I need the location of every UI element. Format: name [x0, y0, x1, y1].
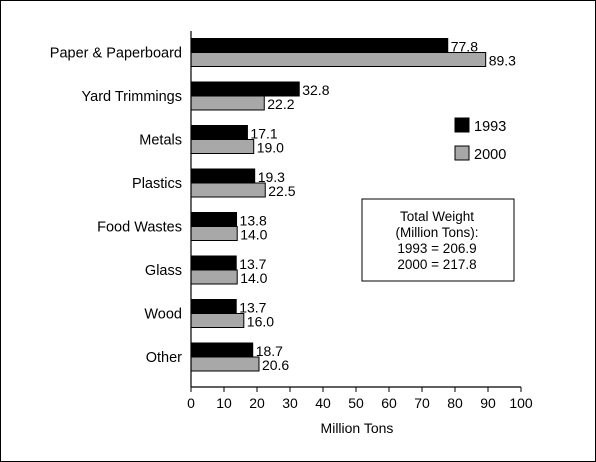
legend-label-2000: 2000	[474, 147, 506, 163]
bar-1993	[190, 212, 238, 227]
x-axis: 0 10 20 30 40 50 60 70 80 90 100	[187, 31, 533, 411]
data-label-1993: 18.7	[256, 343, 283, 359]
data-label-2000: 22.2	[267, 96, 294, 112]
annotation-line-1: Total Weight	[400, 209, 474, 224]
x-axis-label: Million Tons	[321, 420, 394, 436]
bar-2000	[190, 182, 266, 198]
category-label: Other	[146, 350, 182, 366]
bar-2000	[190, 226, 238, 241]
data-label-2000: 19.0	[257, 140, 284, 156]
bar-1993	[190, 168, 256, 184]
category-label: Food Wastes	[97, 220, 182, 236]
category-label: Yard Trimmings	[82, 89, 182, 105]
data-label-1993: 13.7	[239, 300, 266, 316]
x-tick-label: 100	[509, 395, 533, 411]
annotation-border	[361, 198, 515, 282]
data-label-2000: 14.0	[240, 270, 267, 286]
data-label-2000: 14.0	[240, 227, 267, 243]
x-tick-label: 50	[348, 395, 364, 411]
x-tick-label: 10	[216, 395, 232, 411]
legend-swatch-1993	[454, 117, 470, 133]
legend: 1993 2000	[454, 117, 506, 163]
data-label-1993: 77.8	[451, 39, 478, 55]
x-tick-label: 80	[447, 395, 463, 411]
x-tick-label: 0	[187, 395, 195, 411]
x-tick-label: 20	[249, 395, 265, 411]
bar-2000	[190, 356, 260, 372]
x-tick-label: 30	[282, 395, 298, 411]
x-tick-label: 60	[381, 395, 397, 411]
legend-swatch-2000	[454, 145, 470, 161]
annotation-box: Total Weight (Million Tons): 1993 = 206.…	[361, 198, 515, 282]
data-label-2000: 89.3	[489, 53, 516, 69]
bar-1993	[190, 81, 300, 97]
x-tick-label: 90	[480, 395, 496, 411]
bar-2000	[190, 95, 265, 111]
bar-1993	[190, 255, 237, 271]
category-label: Paper & Paperboard	[50, 46, 182, 62]
bar-1993	[190, 342, 254, 358]
data-label-1993: 17.1	[250, 126, 277, 142]
data-label-1993: 13.7	[239, 256, 266, 272]
category-label: Plastics	[132, 176, 182, 192]
annotation-line-2: (Million Tons):	[395, 225, 478, 240]
data-label-2000: 20.6	[262, 357, 289, 373]
bar-1993	[190, 299, 237, 314]
data-label-1993: 32.8	[302, 82, 329, 98]
x-tick-label: 70	[414, 395, 430, 411]
bar-2000	[190, 139, 255, 154]
category-label: Wood	[144, 307, 182, 323]
data-label-2000: 16.0	[247, 314, 274, 330]
annotation-line-3: 1993 = 206.9	[397, 241, 476, 256]
category-label: Glass	[145, 263, 182, 279]
bar-2000	[190, 313, 245, 328]
x-tick-label: 40	[315, 395, 331, 411]
data-label-1993: 13.8	[240, 213, 267, 229]
bar-1993	[190, 125, 248, 140]
data-label-1993: 19.3	[258, 169, 285, 185]
category-label: Metals	[139, 133, 182, 149]
bar-1993	[190, 38, 449, 53]
data-label-2000: 22.5	[268, 183, 295, 199]
annotation-line-4: 2000 = 217.8	[397, 257, 476, 272]
legend-label-1993: 1993	[474, 119, 506, 135]
bar-2000	[190, 52, 487, 67]
bar-2000	[190, 269, 238, 285]
